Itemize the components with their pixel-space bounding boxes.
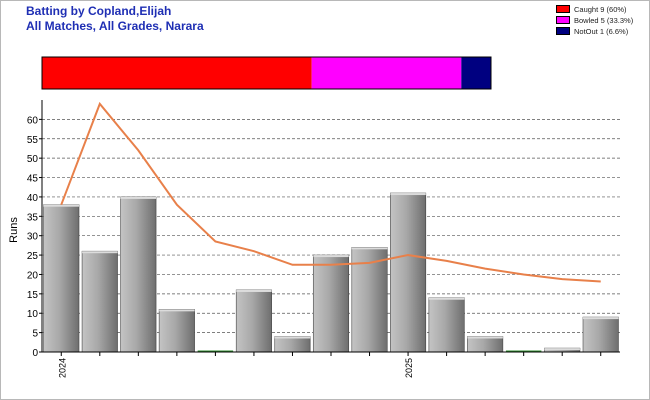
dismissal-segment-caught bbox=[42, 57, 312, 89]
y-tick-label: 60 bbox=[27, 115, 39, 126]
bar-top bbox=[82, 251, 118, 254]
legend-label-bowled: Bowled 5 (33.3%) bbox=[574, 16, 634, 25]
bar bbox=[428, 297, 465, 353]
bar-top bbox=[236, 289, 272, 292]
y-tick-label: 10 bbox=[27, 309, 39, 320]
bar-top bbox=[467, 336, 503, 339]
y-tick-label: 40 bbox=[27, 193, 39, 204]
legend-item-bowled: Bowled 5 (33.3%) bbox=[556, 16, 633, 26]
chart-subtitle: All Matches, All Grades, Narara bbox=[26, 19, 204, 33]
x-tick-label: 2024 bbox=[57, 358, 67, 378]
bar bbox=[274, 336, 311, 353]
y-tick-label: 5 bbox=[32, 329, 38, 340]
chart-title: Batting by Copland,Elijah bbox=[26, 4, 172, 18]
bar bbox=[312, 254, 350, 353]
bar bbox=[467, 336, 504, 353]
y-tick-label: 45 bbox=[27, 174, 39, 185]
bar-top bbox=[390, 193, 426, 196]
bar bbox=[120, 196, 157, 353]
bar bbox=[81, 250, 118, 353]
bar bbox=[582, 316, 619, 353]
bar-top bbox=[43, 204, 79, 207]
legend-label-notout: NotOut 1 (6.6%) bbox=[574, 27, 629, 36]
bars bbox=[43, 192, 619, 353]
bar-top bbox=[544, 348, 580, 351]
trend-line bbox=[60, 101, 601, 283]
y-tick-label: 25 bbox=[27, 251, 39, 262]
legend: Caught 9 (60%) Bowled 5 (33.3%) NotOut 1… bbox=[556, 5, 633, 38]
y-tick-label: 35 bbox=[27, 212, 39, 223]
dismissal-segment-notout bbox=[461, 57, 491, 89]
bar-top bbox=[428, 297, 465, 300]
legend-swatch-caught bbox=[556, 5, 570, 14]
dismissal-bar bbox=[41, 56, 492, 90]
bar-top bbox=[159, 309, 195, 312]
legend-item-caught: Caught 9 (60%) bbox=[556, 5, 633, 15]
y-axis-label: Runs bbox=[8, 217, 20, 243]
trend-line-path bbox=[60, 101, 601, 283]
dismissal-segment-bowled bbox=[311, 57, 462, 89]
axes: 2024 2025 bbox=[41, 100, 620, 378]
legend-swatch-bowled bbox=[556, 16, 570, 25]
bar bbox=[158, 309, 195, 353]
y-tick-label: 55 bbox=[27, 135, 39, 146]
bar-top bbox=[583, 317, 619, 320]
bar-top bbox=[274, 336, 311, 339]
y-tick-label: 20 bbox=[27, 270, 39, 281]
y-tick-label: 50 bbox=[27, 154, 39, 165]
bar bbox=[43, 204, 80, 353]
bar-top bbox=[313, 255, 349, 258]
bar-top bbox=[351, 247, 388, 250]
bar bbox=[235, 289, 272, 353]
bar-top bbox=[120, 196, 157, 199]
y-tick-label: 0 bbox=[32, 348, 38, 359]
bar bbox=[390, 192, 427, 353]
y-tick-label: 30 bbox=[27, 232, 39, 243]
x-tick-label: 2025 bbox=[404, 358, 414, 378]
dismissal-bar-border bbox=[41, 56, 492, 90]
legend-label-caught: Caught 9 (60%) bbox=[574, 5, 627, 14]
legend-swatch-notout bbox=[556, 27, 570, 36]
y-tick-label: 15 bbox=[27, 290, 39, 301]
bar bbox=[351, 247, 388, 353]
legend-item-notout: NotOut 1 (6.6%) bbox=[556, 27, 633, 37]
